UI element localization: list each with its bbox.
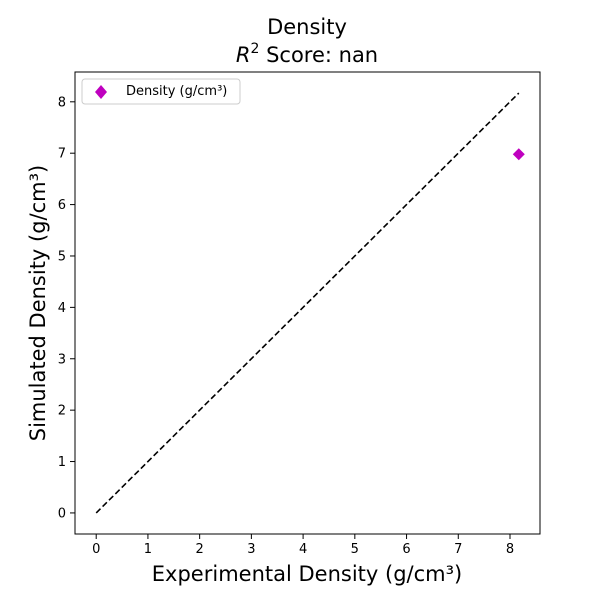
r-exponent: 2 xyxy=(250,41,259,57)
y-tick-label: 3 xyxy=(58,352,66,367)
chart-subtitle: R2 Score: nan xyxy=(236,41,378,67)
tick-layer: 0 1 2 3 4 5 6 7 8 0 1 2 3 4 5 6 7 8 xyxy=(58,95,514,557)
y-tick-label: 5 xyxy=(58,249,66,264)
x-tick-label: 6 xyxy=(402,542,410,557)
y-tick-label: 6 xyxy=(58,198,66,213)
y-tick-label: 4 xyxy=(58,301,66,316)
r-symbol: R xyxy=(236,43,251,67)
legend-label: Density (g/cm³) xyxy=(126,84,227,99)
x-tick-label: 5 xyxy=(351,542,359,557)
x-tick-label: 0 xyxy=(92,542,100,557)
y-tick-label: 2 xyxy=(58,404,66,419)
data-point xyxy=(512,148,525,161)
identity-line xyxy=(95,92,520,514)
x-axis-label: Experimental Density (g/cm³) xyxy=(152,562,462,586)
plot-area xyxy=(74,71,541,535)
x-tick-label: 3 xyxy=(247,542,255,557)
chart-title: Density xyxy=(267,15,347,39)
score-text: Score: nan xyxy=(259,43,378,67)
y-tick-label: 0 xyxy=(58,506,66,521)
x-tick-label: 1 xyxy=(144,542,152,557)
x-tick-label: 2 xyxy=(196,542,204,557)
mark-layer xyxy=(95,92,525,514)
y-axis-label: Simulated Density (g/cm³) xyxy=(26,165,50,442)
legend-marker xyxy=(95,85,107,99)
y-tick-label: 7 xyxy=(58,147,66,162)
legend: Density (g/cm³) xyxy=(81,78,241,105)
y-tick-label: 8 xyxy=(58,95,66,110)
y-tick-label: 1 xyxy=(58,455,66,470)
legend-box xyxy=(81,78,241,105)
x-tick-label: 4 xyxy=(299,542,307,557)
x-tick-label: 7 xyxy=(454,542,462,557)
x-tick-label: 8 xyxy=(506,542,514,557)
